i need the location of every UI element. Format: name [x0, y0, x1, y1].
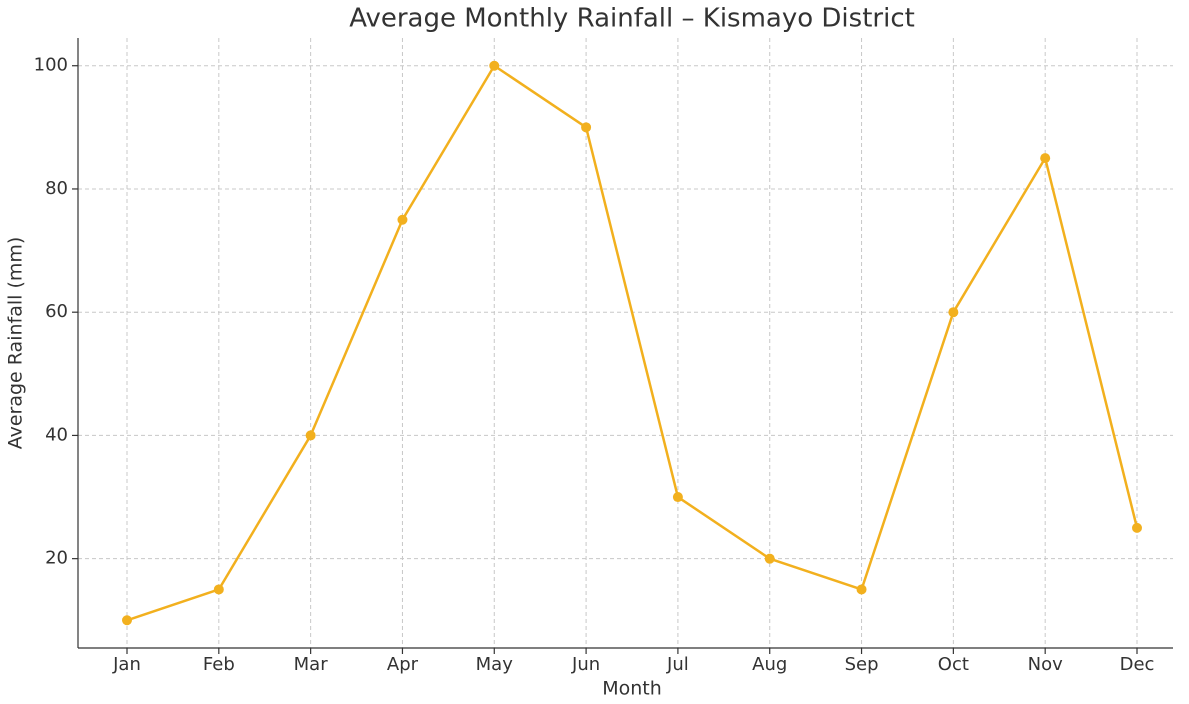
point: [213, 584, 224, 595]
x-tick-label: Oct: [938, 654, 969, 675]
point: [1132, 522, 1142, 533]
x-tick-label: Dec: [1120, 654, 1155, 675]
point: [581, 122, 592, 133]
x-tick-label: Apr: [387, 654, 419, 675]
x-tick-label: Aug: [752, 654, 787, 675]
x-tick-label: Sep: [845, 654, 879, 675]
line: [126, 64, 1139, 622]
chart-title: Average Monthly Rainfall – Kismayo Distr…: [349, 4, 915, 34]
y-tick-label: 80: [45, 178, 68, 199]
point: [122, 615, 132, 626]
x-tick-label: Jul: [666, 654, 689, 675]
y-tick-label: 20: [45, 548, 68, 569]
y-tick-label: 40: [45, 424, 68, 445]
x-tick-label: Feb: [203, 654, 235, 675]
x-tick-label: Jun: [571, 654, 600, 675]
y-axis-label: Average Rainfall (mm): [5, 237, 27, 450]
y-tick-label: 60: [45, 301, 68, 322]
point: [948, 307, 959, 318]
x-axis-label: Month: [602, 678, 662, 700]
x-tick-label: Jan: [112, 654, 141, 675]
point: [856, 584, 867, 595]
point: [1040, 153, 1051, 164]
point: [764, 553, 775, 564]
y-tick-label: 100: [34, 55, 68, 76]
point: [305, 430, 316, 441]
point: [489, 60, 500, 71]
x-tick-label: May: [476, 654, 514, 675]
point: [397, 214, 408, 225]
x-tick-label: Mar: [294, 654, 329, 675]
point: [672, 492, 683, 503]
x-tick-label: Nov: [1028, 654, 1063, 675]
